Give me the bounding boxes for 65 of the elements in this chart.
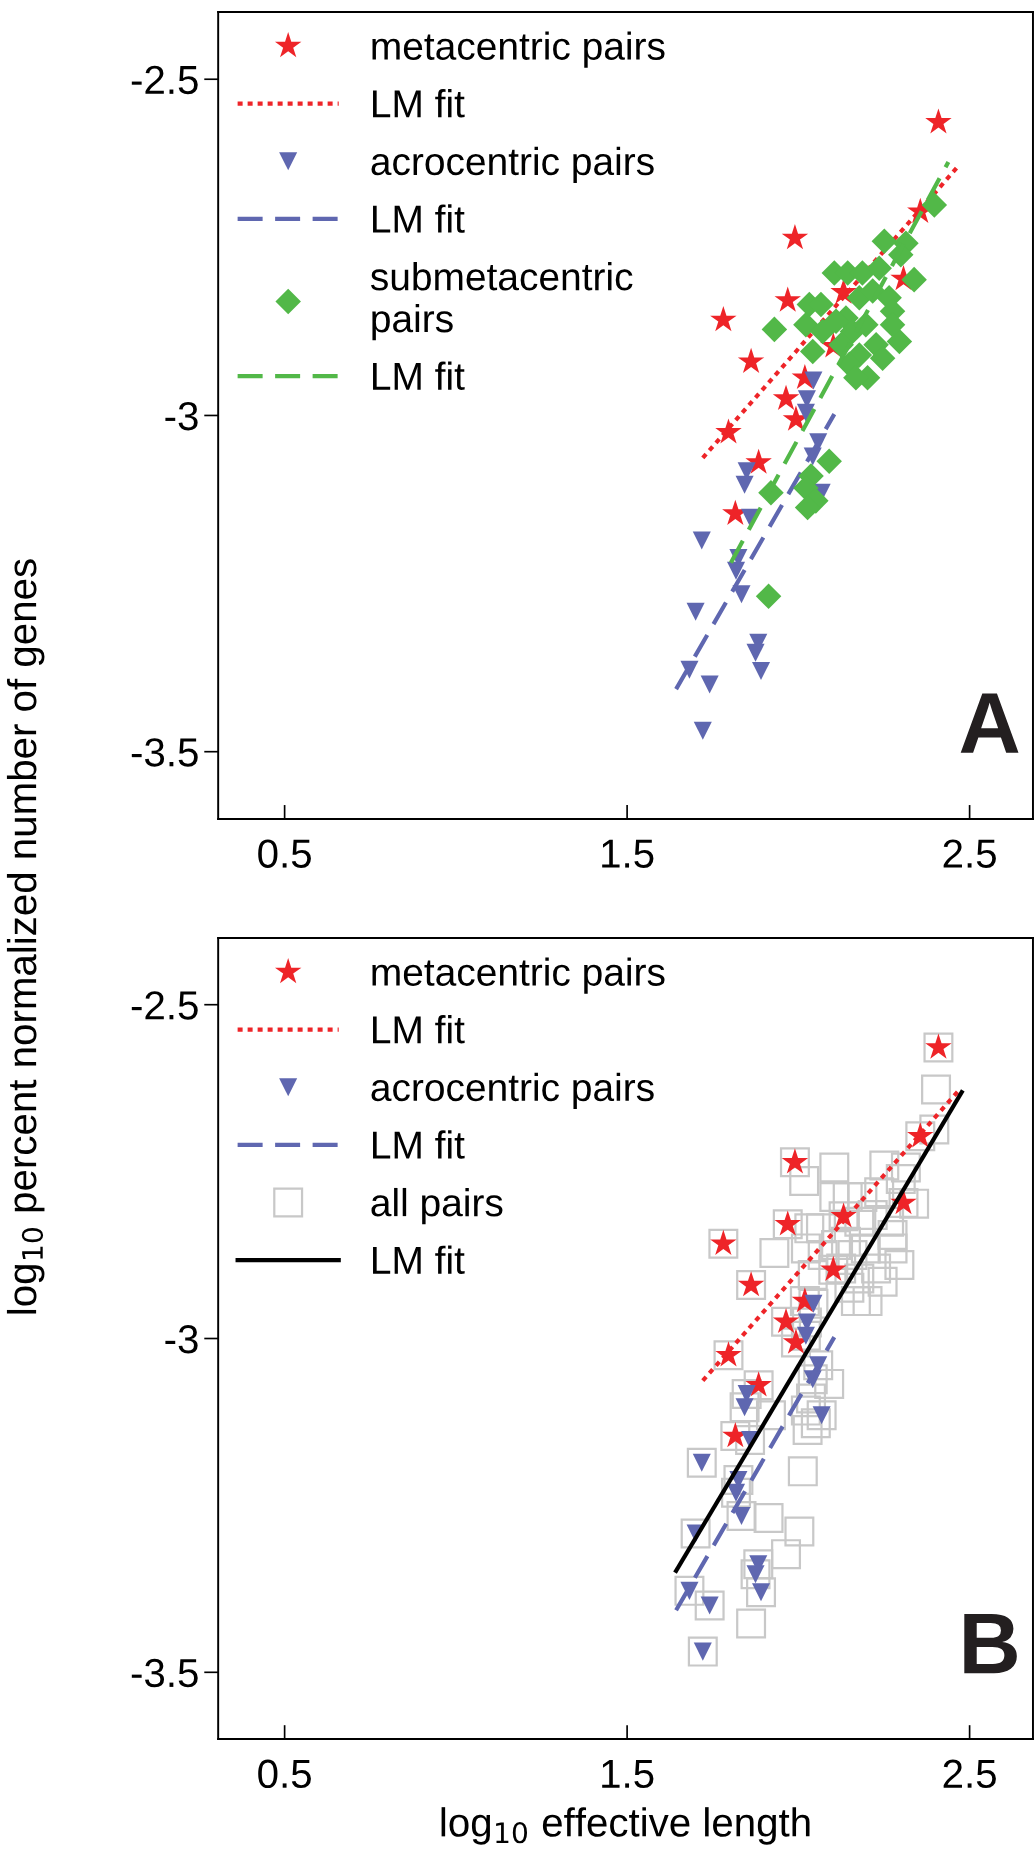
x-tick-label: 0.5 bbox=[258, 1759, 311, 1789]
point bbox=[745, 448, 772, 474]
point bbox=[737, 1271, 765, 1297]
y-axis-title: log$_{10}$ percent normalized number of genes bbox=[6, 559, 45, 1314]
annotation: A bbox=[960, 693, 1019, 753]
point bbox=[804, 371, 823, 390]
legend-label: metacentric pairs bbox=[372, 31, 665, 68]
point bbox=[774, 1210, 801, 1236]
y-tick-label: -2.5 bbox=[131, 65, 198, 95]
x-tick-label: 2.5 bbox=[943, 839, 996, 868]
x-axis-title: log$_{10}$ effective length bbox=[441, 1807, 810, 1845]
point bbox=[871, 228, 898, 255]
point bbox=[727, 561, 746, 580]
legend-label: all pairs bbox=[371, 1187, 503, 1225]
point bbox=[772, 384, 800, 410]
legend-label: LM fit bbox=[373, 89, 465, 118]
x-tick-label: 1.5 bbox=[602, 1760, 654, 1789]
point bbox=[820, 1255, 847, 1281]
point bbox=[686, 602, 705, 621]
point bbox=[755, 583, 782, 610]
point bbox=[816, 448, 842, 474]
point bbox=[781, 1148, 809, 1174]
legend-label: LM fit bbox=[373, 361, 465, 391]
point bbox=[866, 255, 892, 281]
point bbox=[796, 403, 815, 422]
legend-label: LM fit bbox=[373, 204, 465, 233]
y-tick-label: -3 bbox=[165, 401, 198, 431]
point bbox=[735, 475, 754, 494]
point bbox=[710, 306, 737, 332]
point bbox=[745, 1371, 772, 1397]
point bbox=[925, 108, 952, 134]
point bbox=[692, 531, 711, 550]
legend-label: acrocentric pairs bbox=[371, 1072, 654, 1109]
point bbox=[809, 318, 836, 345]
point bbox=[737, 347, 765, 373]
point bbox=[781, 224, 809, 250]
y-tick-label: -3 bbox=[165, 1324, 198, 1354]
legend-label: metacentric pairs bbox=[372, 957, 665, 994]
legend-label: LM fit bbox=[373, 1245, 465, 1275]
point bbox=[732, 585, 751, 604]
annotation: B bbox=[964, 1613, 1017, 1674]
point bbox=[710, 1229, 737, 1255]
point bbox=[925, 1033, 952, 1059]
y-tick-label: -3.5 bbox=[131, 1658, 198, 1688]
x-tick-label: 1.5 bbox=[602, 839, 654, 868]
x-tick-label: 0.5 bbox=[258, 839, 311, 868]
point bbox=[799, 338, 826, 365]
legend-label: LM fit bbox=[373, 1015, 465, 1044]
y-tick-label: -2.5 bbox=[131, 991, 198, 1020]
point bbox=[746, 643, 765, 662]
legend-label: LM fit bbox=[373, 1130, 465, 1159]
point bbox=[774, 286, 801, 312]
legend-label: submetacentric pairs bbox=[370, 262, 633, 341]
legend-label: acrocentric pairs bbox=[371, 146, 654, 183]
point bbox=[700, 675, 719, 694]
point bbox=[901, 266, 927, 293]
point bbox=[886, 328, 913, 355]
x-tick-label: 2.5 bbox=[943, 1759, 996, 1789]
point bbox=[752, 661, 771, 681]
point bbox=[921, 192, 948, 218]
point bbox=[761, 316, 788, 343]
point bbox=[869, 345, 896, 372]
y-tick-label: -3.5 bbox=[131, 738, 198, 767]
point bbox=[693, 721, 712, 740]
point bbox=[793, 311, 819, 338]
